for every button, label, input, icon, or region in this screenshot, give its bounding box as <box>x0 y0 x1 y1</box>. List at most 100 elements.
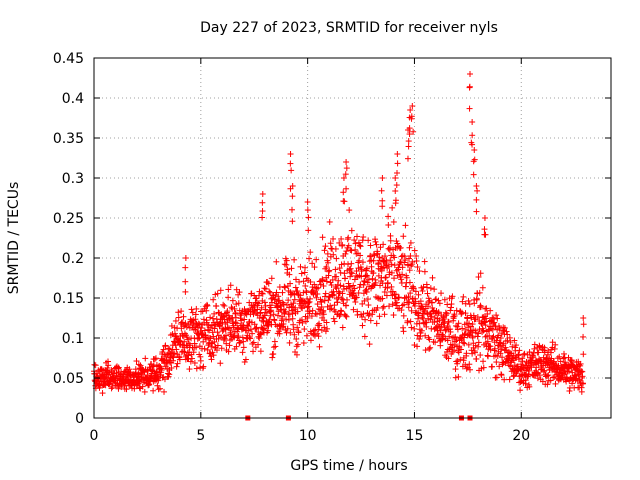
data-point <box>288 167 295 174</box>
data-point <box>224 308 231 315</box>
data-point <box>351 285 358 292</box>
data-point <box>352 240 359 247</box>
data-point <box>452 374 459 381</box>
data-point <box>266 308 273 315</box>
data-point <box>213 347 220 354</box>
data-point <box>413 257 420 264</box>
data-point <box>475 343 482 350</box>
data-point <box>332 266 339 273</box>
data-point <box>426 336 433 343</box>
data-point <box>289 315 296 322</box>
data-point <box>350 306 357 313</box>
data-point <box>518 361 525 368</box>
data-point <box>247 326 254 333</box>
data-point <box>250 339 257 346</box>
data-point <box>407 318 414 325</box>
data-point <box>498 372 505 379</box>
data-point <box>515 356 522 363</box>
data-point <box>189 355 196 362</box>
data-point <box>365 276 372 283</box>
data-point <box>479 284 486 291</box>
data-point <box>526 383 533 390</box>
data-point <box>519 358 526 365</box>
data-points <box>91 71 587 421</box>
data-point <box>469 119 476 125</box>
data-point <box>445 319 452 326</box>
data-point <box>285 316 292 323</box>
data-point <box>545 372 552 379</box>
data-point <box>260 315 267 322</box>
data-point <box>419 303 426 310</box>
data-point <box>517 379 524 386</box>
data-point <box>551 358 558 365</box>
data-point <box>486 332 493 339</box>
data-point <box>272 343 279 350</box>
data-point <box>471 156 478 163</box>
data-point <box>257 331 264 338</box>
data-point <box>206 327 213 334</box>
data-point <box>379 197 386 204</box>
data-point <box>197 328 204 335</box>
data-point <box>474 187 481 194</box>
data-point <box>452 333 459 340</box>
data-point <box>220 301 227 308</box>
data-point <box>341 270 348 277</box>
data-point <box>315 326 322 333</box>
data-point <box>497 350 504 357</box>
data-point <box>302 282 309 289</box>
data-point <box>475 330 482 337</box>
data-point <box>174 360 181 367</box>
data-point <box>424 290 431 297</box>
data-point <box>246 334 253 341</box>
data-point <box>259 199 266 206</box>
data-point <box>389 204 396 211</box>
data-point <box>319 234 326 241</box>
data-point <box>536 372 543 379</box>
data-point <box>221 316 228 323</box>
data-point <box>463 365 470 372</box>
data-point <box>373 320 380 327</box>
data-point <box>580 321 587 328</box>
data-point <box>360 310 367 317</box>
data-point <box>204 302 211 309</box>
data-point <box>404 317 411 324</box>
data-point <box>484 338 491 345</box>
data-point <box>295 329 302 336</box>
data-point <box>339 241 346 248</box>
x-tick-label: 5 <box>196 428 205 444</box>
data-point <box>475 273 482 280</box>
data-point <box>232 314 239 321</box>
data-point <box>208 356 215 363</box>
axis-ticks <box>93 57 611 419</box>
data-point <box>436 300 443 307</box>
data-point <box>301 326 308 333</box>
x-tick-label: 10 <box>299 428 317 444</box>
data-point <box>226 342 233 349</box>
data-point <box>411 325 418 332</box>
data-point <box>387 257 394 264</box>
data-point <box>302 264 309 271</box>
data-point <box>406 244 413 251</box>
data-point <box>160 346 167 353</box>
data-point <box>359 259 366 266</box>
data-point <box>422 332 429 339</box>
data-point <box>480 364 487 371</box>
data-point <box>379 203 386 210</box>
data-point <box>561 350 567 357</box>
data-point <box>507 339 514 346</box>
data-point <box>577 360 584 367</box>
data-point <box>356 242 363 249</box>
data-point <box>444 322 451 329</box>
data-point <box>304 314 311 321</box>
data-point <box>460 339 467 346</box>
data-point <box>464 315 471 322</box>
data-point <box>326 267 333 274</box>
data-point <box>374 294 381 301</box>
data-point <box>474 333 481 340</box>
x-tick-labels: 0 5 10 15 20 <box>90 428 531 444</box>
data-point <box>389 301 396 308</box>
x-axis-label: GPS time / hours <box>290 458 407 474</box>
data-point <box>462 361 469 368</box>
data-point <box>338 261 345 268</box>
data-point <box>392 291 399 298</box>
